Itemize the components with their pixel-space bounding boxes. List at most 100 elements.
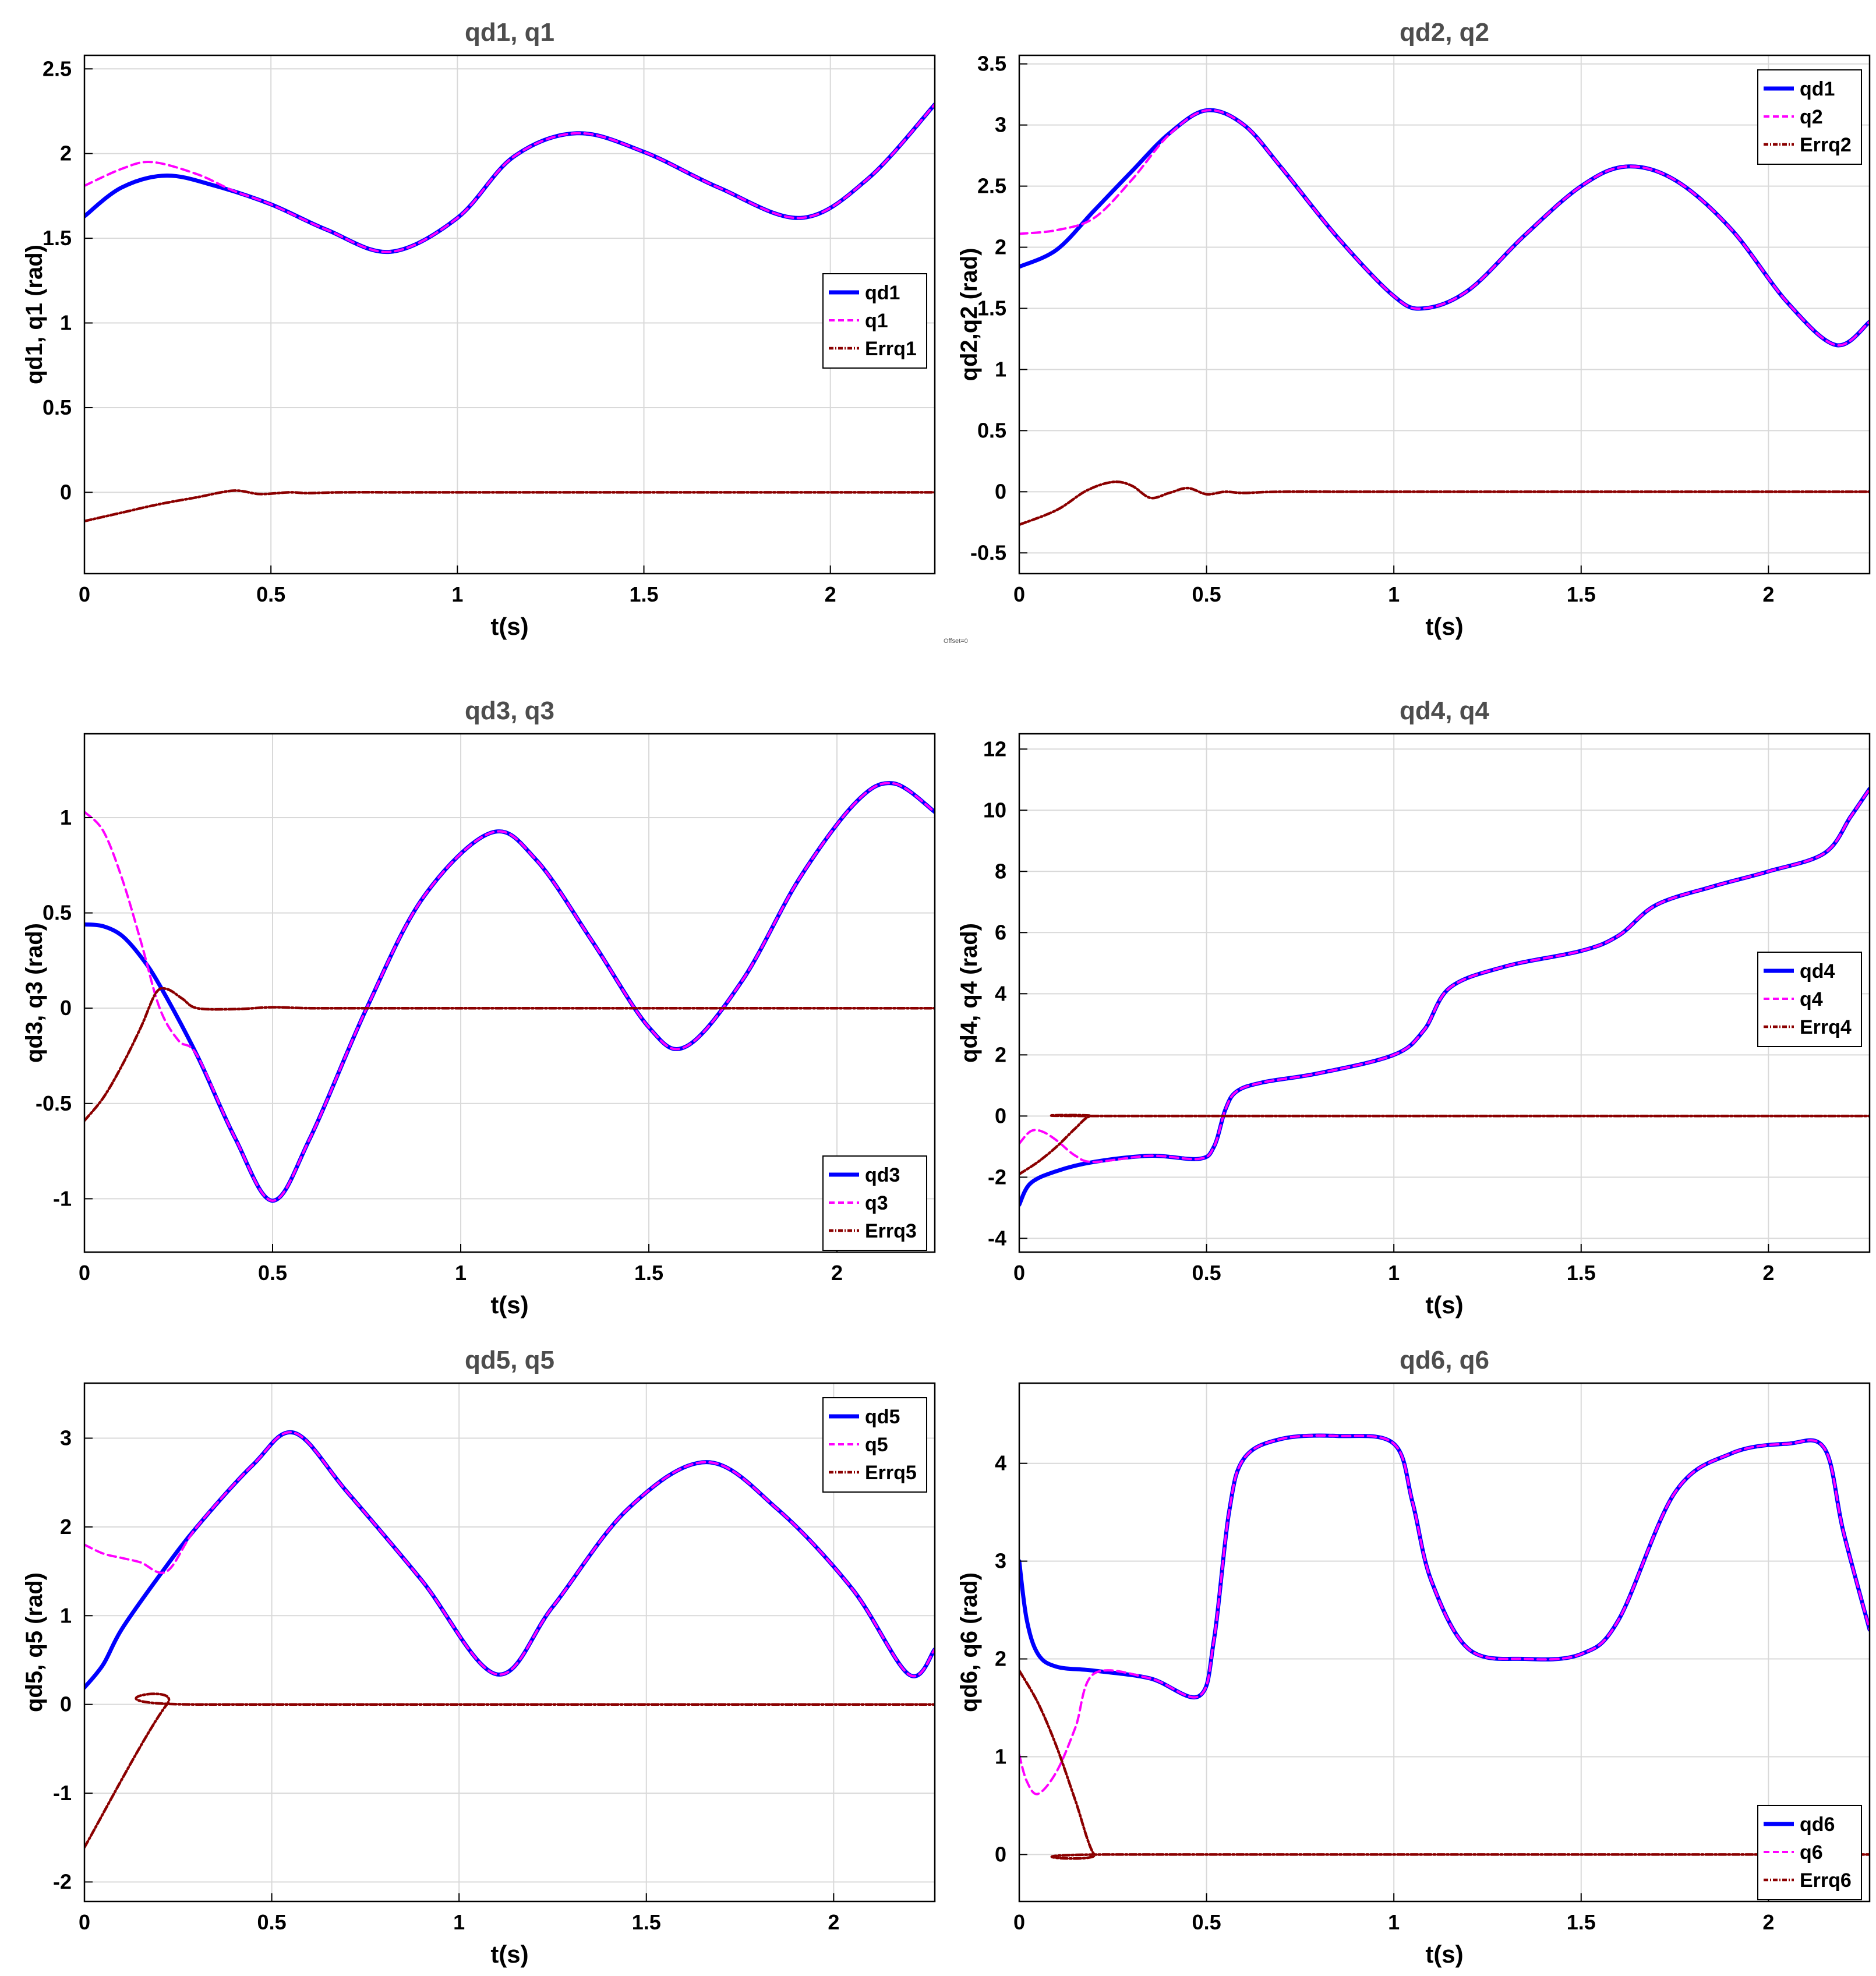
chart-panel-q2: 0 0.5 1 1.5 2 -0.5 0 0.5 1 1.5 2 2.5 3 3.5 qd2, q2 t(s)… <box>946 0 1875 649</box>
legend-label: Errq4 <box>1800 1016 1852 1038</box>
y-tick-label: -2 <box>988 1165 1006 1189</box>
y-tick-label: 2 <box>995 235 1006 259</box>
legend: qd1 q2 Errq2 <box>1757 69 1862 165</box>
y-tick-label: 0 <box>60 480 72 504</box>
series-group <box>84 102 935 523</box>
x-tick-label: 1 <box>1388 1910 1400 1934</box>
chart-svg: 0 0.5 1 1.5 2 -2 -1 0 1 2 3 qd5, q5 t(s) qd5, q5 (rad… <box>22 1346 936 1968</box>
series-line-q2 <box>1019 109 1870 347</box>
plot-area <box>84 734 935 1252</box>
legend-label: qd1 <box>865 282 900 304</box>
x-axis-label: t(s) <box>490 1940 528 1968</box>
chart-panel-q1: 0 0.5 1 1.5 2 0 0.5 1 1.5 2 2.5 qd1, q1 t(s) qd1, q1 … <box>12 0 941 649</box>
chart-svg: 0 0.5 1 1.5 2 -1 -0.5 0 0.5 1 qd3, q3 t(s) qd3, q3 (… <box>22 697 936 1318</box>
y-tick-label: -1 <box>53 1186 72 1210</box>
x-tick-label: 0.5 <box>257 1910 287 1934</box>
axes-frame <box>1018 733 1871 1253</box>
series-line-q6 <box>1019 1434 1870 1795</box>
legend-label: Errq2 <box>1800 134 1852 156</box>
y-tick-label: 0.5 <box>977 418 1006 442</box>
y-tick-label: 0 <box>60 996 72 1020</box>
y-axis-label: qd1, q1 (rad) <box>22 245 47 384</box>
x-tick-label: 2 <box>825 582 836 606</box>
chart-panel-q6: 0 0.5 1 1.5 2 0 1 2 3 4 qd6, q6 t(s) qd6, q6 (rad) qd… <box>946 1328 1875 1974</box>
legend-label: q4 <box>1800 988 1823 1010</box>
chart-panel-q5: 0 0.5 1 1.5 2 -2 -1 0 1 2 3 qd5, q5 t(s) qd5, q5 (rad… <box>12 1328 941 1974</box>
y-tick-label: 2 <box>60 1515 72 1539</box>
chart-panel-q4: 0 0.5 1 1.5 2 -4 -2 0 2 4 6 8 10 12 qd4, q4 t(s) qd4, q4… <box>946 678 1875 1325</box>
x-tick-label: 1.5 <box>1567 1910 1596 1934</box>
y-tick-label: 2.5 <box>43 56 72 80</box>
x-tick-label: 0.5 <box>1192 582 1221 606</box>
axes-frame <box>83 54 936 575</box>
legend-label: qd6 <box>1800 1814 1835 1836</box>
chart-title: qd4, q4 <box>1400 697 1490 725</box>
x-tick-label: 0 <box>79 1910 90 1934</box>
y-tick-label: 8 <box>995 859 1006 883</box>
x-tick-label: 1 <box>1388 582 1400 606</box>
axes-frame <box>83 733 936 1253</box>
legend-label: qd4 <box>1800 960 1835 982</box>
y-tick-label: 2 <box>995 1647 1006 1671</box>
x-tick-label: 1 <box>451 582 463 606</box>
series-group <box>1019 787 1870 1207</box>
y-tick-label: 2 <box>60 142 72 165</box>
x-tick-label: 0 <box>1013 1910 1025 1934</box>
y-tick-label: 4 <box>995 981 1006 1005</box>
x-tick-label: 2 <box>1762 1261 1774 1285</box>
y-tick-label: 0 <box>995 479 1006 503</box>
series-line-q1 <box>84 103 935 253</box>
chart-panel-q3: 0 0.5 1 1.5 2 -1 -0.5 0 0.5 1 qd3, q3 t(s) qd3, q3 (… <box>12 678 941 1325</box>
legend-label: Errq6 <box>1800 1869 1852 1892</box>
y-tick-label: 1 <box>995 357 1006 381</box>
legend-label: q1 <box>865 310 888 332</box>
legend-label: qd1 <box>1800 78 1835 100</box>
y-axis-label: qd4, q4 (rad) <box>956 923 982 1063</box>
legend-label: Errq1 <box>865 338 917 360</box>
y-axis-label: qd2,q2 (rad) <box>956 248 982 381</box>
x-tick-label: 1 <box>453 1910 465 1934</box>
series-line-Errq1 <box>84 489 935 523</box>
x-axis-label: t(s) <box>490 1291 528 1318</box>
legend: qd1 q1 Errq1 <box>822 273 927 369</box>
y-tick-label: 1 <box>60 805 72 829</box>
y-tick-label: 12 <box>983 737 1006 761</box>
axes-frame <box>1018 1382 1871 1903</box>
x-tick-label: 0 <box>79 582 90 606</box>
series-group <box>1019 1433 1870 1860</box>
y-tick-label: -4 <box>988 1226 1006 1250</box>
chart-svg: 0 0.5 1 1.5 2 0 1 2 3 4 qd6, q6 t(s) qd6, q6 (rad) qd… <box>956 1346 1871 1968</box>
series-group <box>84 781 935 1203</box>
y-tick-label: 1.5 <box>43 226 72 250</box>
series-line-Errq3 <box>84 987 935 1122</box>
y-axis-label: qd3, q3 (rad) <box>22 923 47 1063</box>
y-tick-label: 1.5 <box>977 296 1006 320</box>
legend-label: q5 <box>865 1434 888 1456</box>
y-tick-label: 3 <box>995 1549 1006 1573</box>
series-line-Errq2 <box>1019 480 1870 526</box>
y-tick-label: 3 <box>60 1426 72 1450</box>
chart-title: qd5, q5 <box>465 1346 554 1374</box>
y-tick-label: 2 <box>995 1042 1006 1066</box>
y-tick-label: 6 <box>995 920 1006 944</box>
x-axis-label: t(s) <box>1425 613 1463 640</box>
legend: qd4 q4 Errq4 <box>1757 952 1862 1047</box>
x-tick-label: 0 <box>1013 1261 1025 1285</box>
legend: qd6 q6 Errq6 <box>1757 1805 1862 1900</box>
series-line-Errq5 <box>84 1692 935 1849</box>
series-line-q4 <box>1019 787 1870 1164</box>
chart-svg: 0 0.5 1 1.5 2 0 0.5 1 1.5 2 2.5 qd1, q1 t(s) qd1, q1 … <box>22 18 936 640</box>
legend-label: qd5 <box>865 1406 900 1428</box>
x-tick-label: 1.5 <box>630 582 659 606</box>
axes-frame <box>83 1382 936 1903</box>
legend-label: Errq5 <box>865 1462 917 1484</box>
offset-note: Offset=0 <box>944 638 968 645</box>
y-tick-label: -0.5 <box>970 540 1006 564</box>
x-tick-label: 1.5 <box>632 1910 661 1934</box>
y-tick-label: 1 <box>995 1744 1006 1768</box>
legend-label: Errq3 <box>865 1220 917 1242</box>
chart-svg: 0 0.5 1 1.5 2 -0.5 0 0.5 1 1.5 2 2.5 3 3.5 qd2, q2 t(s)… <box>956 18 1871 640</box>
plot-area <box>84 55 935 574</box>
chart-svg: 0 0.5 1 1.5 2 -4 -2 0 2 4 6 8 10 12 qd4, q4 t(s) qd4, q4… <box>956 697 1871 1318</box>
y-tick-label: 2.5 <box>977 174 1006 198</box>
